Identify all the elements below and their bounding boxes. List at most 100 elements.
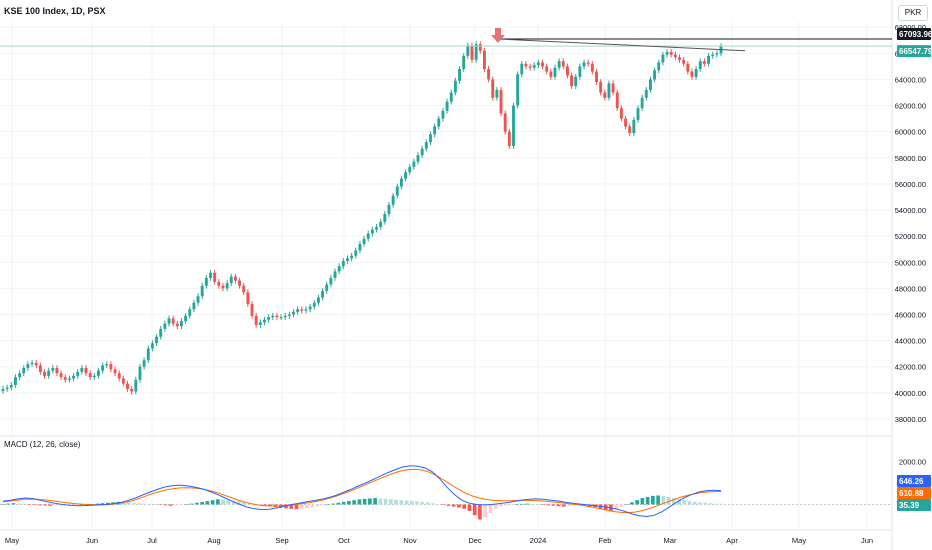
macd-histogram-bar [174,504,178,506]
candle-body [18,373,22,378]
candle-body [5,387,9,389]
macd-histogram-bar [216,499,220,505]
candle-body [370,229,374,234]
macd-histogram-bar [326,504,330,505]
candle-body [482,50,486,70]
macd-histogram-bar [205,501,210,505]
macd-histogram-bar [488,504,493,514]
candle-body [146,348,150,361]
x-tick-label: Nov [403,536,417,545]
candle-body [175,323,179,327]
candle-body [607,83,611,98]
candle-body [67,378,71,380]
macd-histogram-bar [1,504,5,505]
candle-body [503,113,507,132]
candle-body [316,297,320,303]
macd-histogram-bar [415,501,419,505]
candle-body [138,366,142,380]
candle-body [487,69,491,80]
currency-button[interactable]: PKR [898,5,928,21]
candle-body [84,368,88,374]
candle-body [267,317,271,320]
macd-histogram-bar [399,500,404,505]
macd-histogram-bar [687,501,692,505]
macd-histogram-bar [48,504,52,506]
candle-body [553,67,557,77]
macd-histogram-bar [368,498,372,505]
candle-body [686,63,690,72]
candle-body [279,317,283,319]
macd-histogram-bar [703,502,708,505]
macd-histogram-bar [713,503,718,505]
macd-histogram-bar [226,500,231,505]
candle-body [321,290,325,298]
candle-body [636,108,640,120]
macd-histogram-bar [347,501,351,505]
candle-body [304,309,308,311]
candle-body [26,364,30,369]
candle-body [366,233,370,239]
macd-histogram-bar [315,504,320,507]
candle-body [312,302,316,307]
candle-body [520,63,524,75]
candle-body [121,378,125,384]
macd-histogram-bar [147,504,152,505]
candle-body [570,75,574,86]
macd-histogram-bar [389,499,393,505]
macd-histogram-bar [698,502,702,505]
price-axis: 38000.00 40000.00 42000.00 44000.00 46000.00… [895,23,926,424]
macd-title: MACD (12, 26, close) [4,440,81,449]
candle-body [9,384,13,388]
macd-histogram-bar [231,500,236,505]
macd-histogram-bar [462,504,467,509]
macd-histogram-bar [310,504,315,508]
candle-body [51,368,55,371]
candle-body [63,377,67,380]
candle-body [113,369,117,374]
y-tick-label: 40000.00 [895,389,926,398]
candle-body [399,178,403,187]
candle-body [561,61,565,67]
x-tick-label: 2024 [530,536,547,545]
candle-body [495,89,499,98]
macd-histogram-bar [352,500,356,505]
macd-histogram-bar [242,501,246,505]
y-tick-label: 46000.00 [895,310,926,319]
macd-histogram-bar [672,498,676,505]
macd-histogram-bar [645,496,650,505]
macd-histogram-bar [16,503,21,505]
candle-body [437,118,441,127]
candle-body [412,161,416,167]
candle-body [213,272,217,282]
macd-histogram-bar [409,501,414,505]
candle-body [532,65,536,68]
y-tick-label: 64000.00 [895,75,926,84]
macd-histogram-bar [299,504,304,509]
candle-body [715,53,719,55]
candle-body [34,362,38,366]
candle-body [512,105,515,147]
x-tick-label: Jun [86,536,98,545]
candle-body [254,315,258,325]
grid [0,0,893,550]
candle-body [458,69,461,81]
y-tick-label: 52000.00 [895,232,926,241]
macd-histogram-bar [430,503,435,505]
macd-histogram-bar [195,502,199,505]
macd-histogram-bar [561,504,566,507]
macd-histogram-bar [179,504,184,505]
macd-histogram-bar [22,504,26,505]
candle-body [258,322,262,325]
macd-histogram-bar [210,500,215,505]
candle-body [628,126,632,133]
candle-body [117,373,121,379]
macd-histogram-bar [661,495,666,505]
x-tick-label: Mar [664,536,677,545]
candle-body [578,66,582,77]
candle-body [155,336,159,344]
macd-histogram-bar [132,502,136,505]
candle-body [171,318,175,324]
macd-histogram-bar [184,504,189,505]
candle-body [250,304,254,316]
